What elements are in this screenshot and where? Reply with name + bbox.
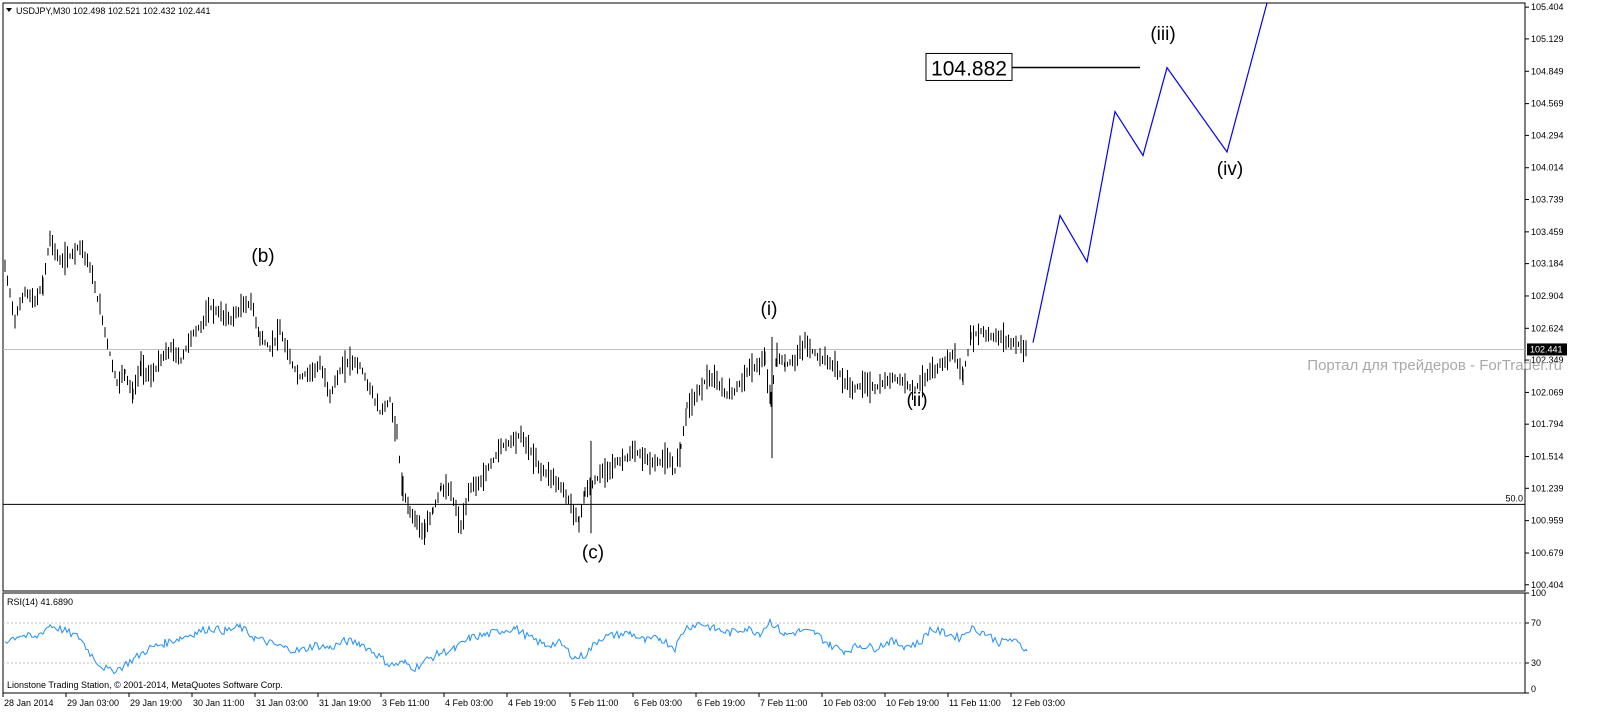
wave-label: (iv) <box>1217 159 1243 180</box>
time-axis-label: 12 Feb 03:00 <box>1012 698 1065 708</box>
fib-50-level-label: 50.0 <box>1505 493 1523 503</box>
wave-labels: (b) (c) (i) (ii) (iii) (iv) <box>251 24 1243 564</box>
price-axis-label: 104.294 <box>1531 130 1564 140</box>
rsi-axis-label: 0 <box>1531 684 1536 694</box>
wave-label: (ii) <box>906 390 927 411</box>
price-axis-label: 103.184 <box>1531 259 1564 269</box>
price-axis-label: 105.129 <box>1531 34 1564 44</box>
current-price-tag-label: 102.441 <box>1530 344 1563 354</box>
time-axis-label: 31 Jan 03:00 <box>256 698 308 708</box>
price-axis-label: 102.624 <box>1531 323 1564 333</box>
time-axis-label: 4 Feb 19:00 <box>508 698 556 708</box>
wave-label: (iii) <box>1150 24 1175 45</box>
time-axis-label: 6 Feb 19:00 <box>697 698 745 708</box>
wave-label: (c) <box>582 543 604 564</box>
time-axis-label: 29 Jan 03:00 <box>67 698 119 708</box>
price-axis-label: 101.794 <box>1531 419 1564 429</box>
rsi-panel[interactable] <box>2 592 1526 694</box>
elliott-projection-line <box>1032 2 1268 343</box>
price-axis-label: 102.904 <box>1531 291 1564 301</box>
price-axis: 105.404 105.129 104.849 104.569 104.294 104.0… <box>1525 2 1564 590</box>
price-axis-label: 101.514 <box>1531 452 1564 462</box>
rsi-axis-label: 30 <box>1531 658 1541 668</box>
price-bars <box>4 230 1027 545</box>
time-axis-label: 10 Feb 03:00 <box>823 698 876 708</box>
price-axis-label: 105.404 <box>1531 2 1564 12</box>
rsi-axis-label: 70 <box>1531 618 1541 628</box>
time-axis-label: 28 Jan 2014 <box>4 698 54 708</box>
time-axis-label: 6 Feb 03:00 <box>634 698 682 708</box>
rsi-axis: 100 70 30 0 <box>1525 588 1546 694</box>
wave-label: (b) <box>251 246 274 267</box>
price-axis-label: 104.014 <box>1531 163 1564 173</box>
time-axis-label: 3 Feb 11:00 <box>382 698 429 708</box>
rsi-series-line <box>4 617 1028 675</box>
wave-label: (i) <box>761 299 778 320</box>
price-axis-label: 103.739 <box>1531 195 1564 205</box>
price-panel[interactable] <box>2 2 1526 592</box>
time-axis-label: 4 Feb 03:00 <box>445 698 493 708</box>
time-axis-label: 31 Jan 19:00 <box>319 698 371 708</box>
time-axis-label: 29 Jan 19:00 <box>130 698 182 708</box>
price-axis-label: 101.239 <box>1531 483 1564 493</box>
current-price-tag <box>1527 343 1567 356</box>
time-axis-label: 5 Feb 11:00 <box>571 698 618 708</box>
price-axis-label: 100.959 <box>1531 516 1564 526</box>
rsi-axis-label: 100 <box>1531 588 1546 598</box>
copyright-footer: Lionstone Trading Station, © 2001-2014, … <box>7 680 283 690</box>
rsi-header: RSI(14) 41.6890 <box>7 597 73 607</box>
time-axis-label: 30 Jan 11:00 <box>193 698 244 708</box>
price-axis-label: 104.849 <box>1531 66 1564 76</box>
target-price-box <box>925 52 1013 81</box>
price-axis-label: 103.459 <box>1531 227 1564 237</box>
price-axis-label: 104.569 <box>1531 99 1564 109</box>
target-price-label: 104.882 <box>931 57 1007 80</box>
time-axis-label: 7 Feb 11:00 <box>760 698 807 708</box>
time-axis-label: 11 Feb 11:00 <box>949 698 1001 708</box>
price-axis-label: 100.404 <box>1531 580 1564 590</box>
watermark: Портал для трейдеров - ForTrader.ru <box>1307 357 1562 374</box>
time-axis-label: 10 Feb 19:00 <box>886 698 939 708</box>
symbol-dropdown-icon[interactable] <box>6 8 12 12</box>
price-axis-label: 100.679 <box>1531 548 1564 558</box>
price-axis-label: 102.069 <box>1531 387 1564 397</box>
time-axis: 28 Jan 2014 29 Jan 03:00 29 Jan 19:00 30 Ja… <box>2 693 1065 708</box>
chart-header: USDJPY,M30 102.498 102.521 102.432 102.4… <box>16 6 211 16</box>
price-axis-label: 102.349 <box>1531 355 1564 365</box>
